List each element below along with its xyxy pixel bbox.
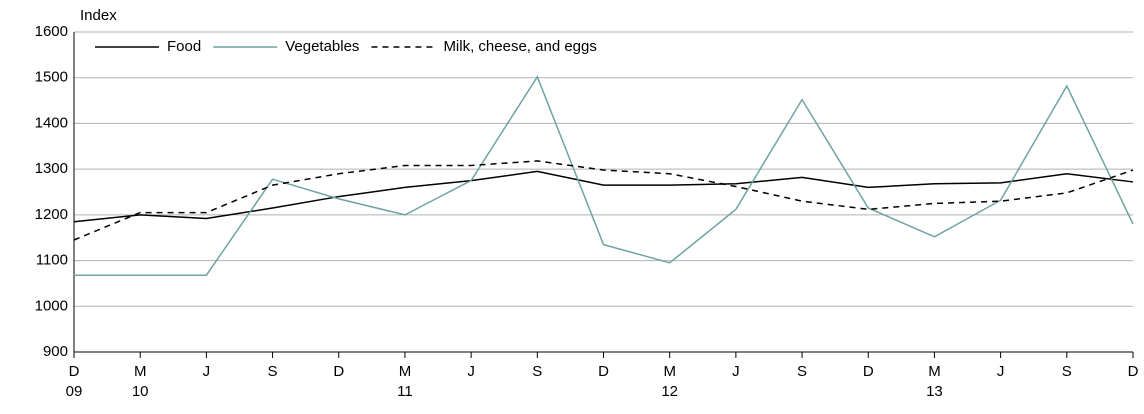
x-tick-label: D — [333, 363, 344, 380]
x-tick-label: D — [598, 363, 609, 380]
x-tick-label: S — [797, 363, 807, 380]
y-tick-label: 900 — [43, 343, 68, 360]
y-tick-label: 1000 — [35, 297, 68, 314]
year-label: 10 — [132, 383, 149, 400]
y-tick-label: 1500 — [35, 69, 68, 86]
x-tick-label: D — [863, 363, 874, 380]
line-series — [73, 160, 1134, 241]
x-tick-label: J — [997, 363, 1005, 380]
legend-label: Vegetables — [285, 38, 359, 55]
year-label: 13 — [926, 383, 943, 400]
legend-label: Milk, cheese, and eggs — [443, 38, 596, 55]
y-tick-label: 1600 — [35, 23, 68, 40]
y-tick-label: 1200 — [35, 206, 68, 223]
x-tick-label: M — [663, 363, 676, 380]
x-tick-label: J — [467, 363, 475, 380]
y-tick-label: 1400 — [35, 114, 68, 131]
x-tick-label: J — [203, 363, 211, 380]
y-axis-label: Index — [80, 7, 117, 24]
y-tick-label: 1100 — [36, 252, 68, 269]
x-tick-label: D — [1128, 363, 1139, 380]
y-tick-label: 1300 — [35, 160, 68, 177]
x-tick-label: D — [69, 363, 80, 380]
x-tick-label: S — [1062, 363, 1072, 380]
year-label: 11 — [397, 383, 413, 400]
year-label: 12 — [661, 383, 678, 400]
x-tick-label: M — [928, 363, 941, 380]
line-series — [74, 75, 1134, 276]
legend-label: Food — [167, 38, 201, 55]
x-tick-label: J — [732, 363, 740, 380]
x-tick-label: S — [532, 363, 542, 380]
year-label: 09 — [66, 383, 83, 400]
x-tick-label: S — [268, 363, 278, 380]
x-tick-label: M — [399, 363, 412, 380]
x-tick-label: M — [134, 363, 147, 380]
